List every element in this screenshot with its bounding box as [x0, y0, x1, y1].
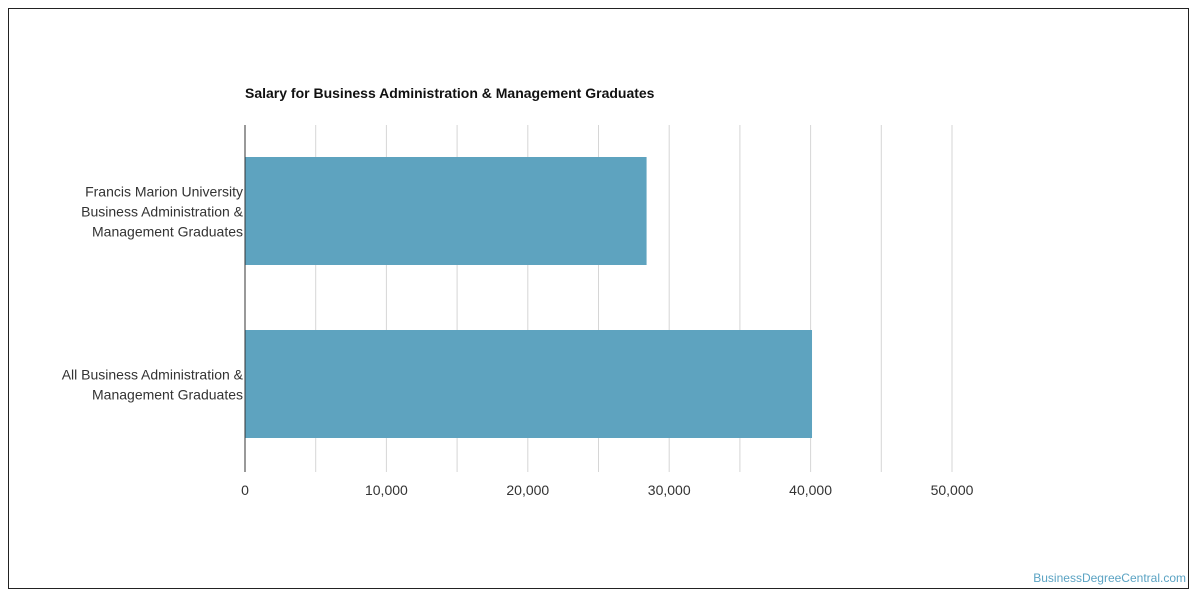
- x-tick-label: 20,000: [506, 482, 549, 498]
- watermark-link[interactable]: BusinessDegreeCentral.com: [1033, 571, 1186, 585]
- category-label: Management Graduates: [92, 387, 243, 403]
- bar-1: [245, 157, 647, 265]
- category-label: Management Graduates: [92, 224, 243, 240]
- x-tick-label: 40,000: [789, 482, 832, 498]
- chart-title: Salary for Business Administration & Man…: [245, 85, 655, 101]
- category-label: All Business Administration &: [62, 367, 244, 383]
- category-label: Business Administration &: [81, 204, 244, 220]
- x-tick-label: 50,000: [931, 482, 974, 498]
- x-tick-label: 10,000: [365, 482, 408, 498]
- category-label: Francis Marion University: [85, 184, 243, 200]
- bar-2: [245, 330, 813, 438]
- x-tick-label: 30,000: [648, 482, 691, 498]
- x-tick-label: 0: [241, 482, 249, 498]
